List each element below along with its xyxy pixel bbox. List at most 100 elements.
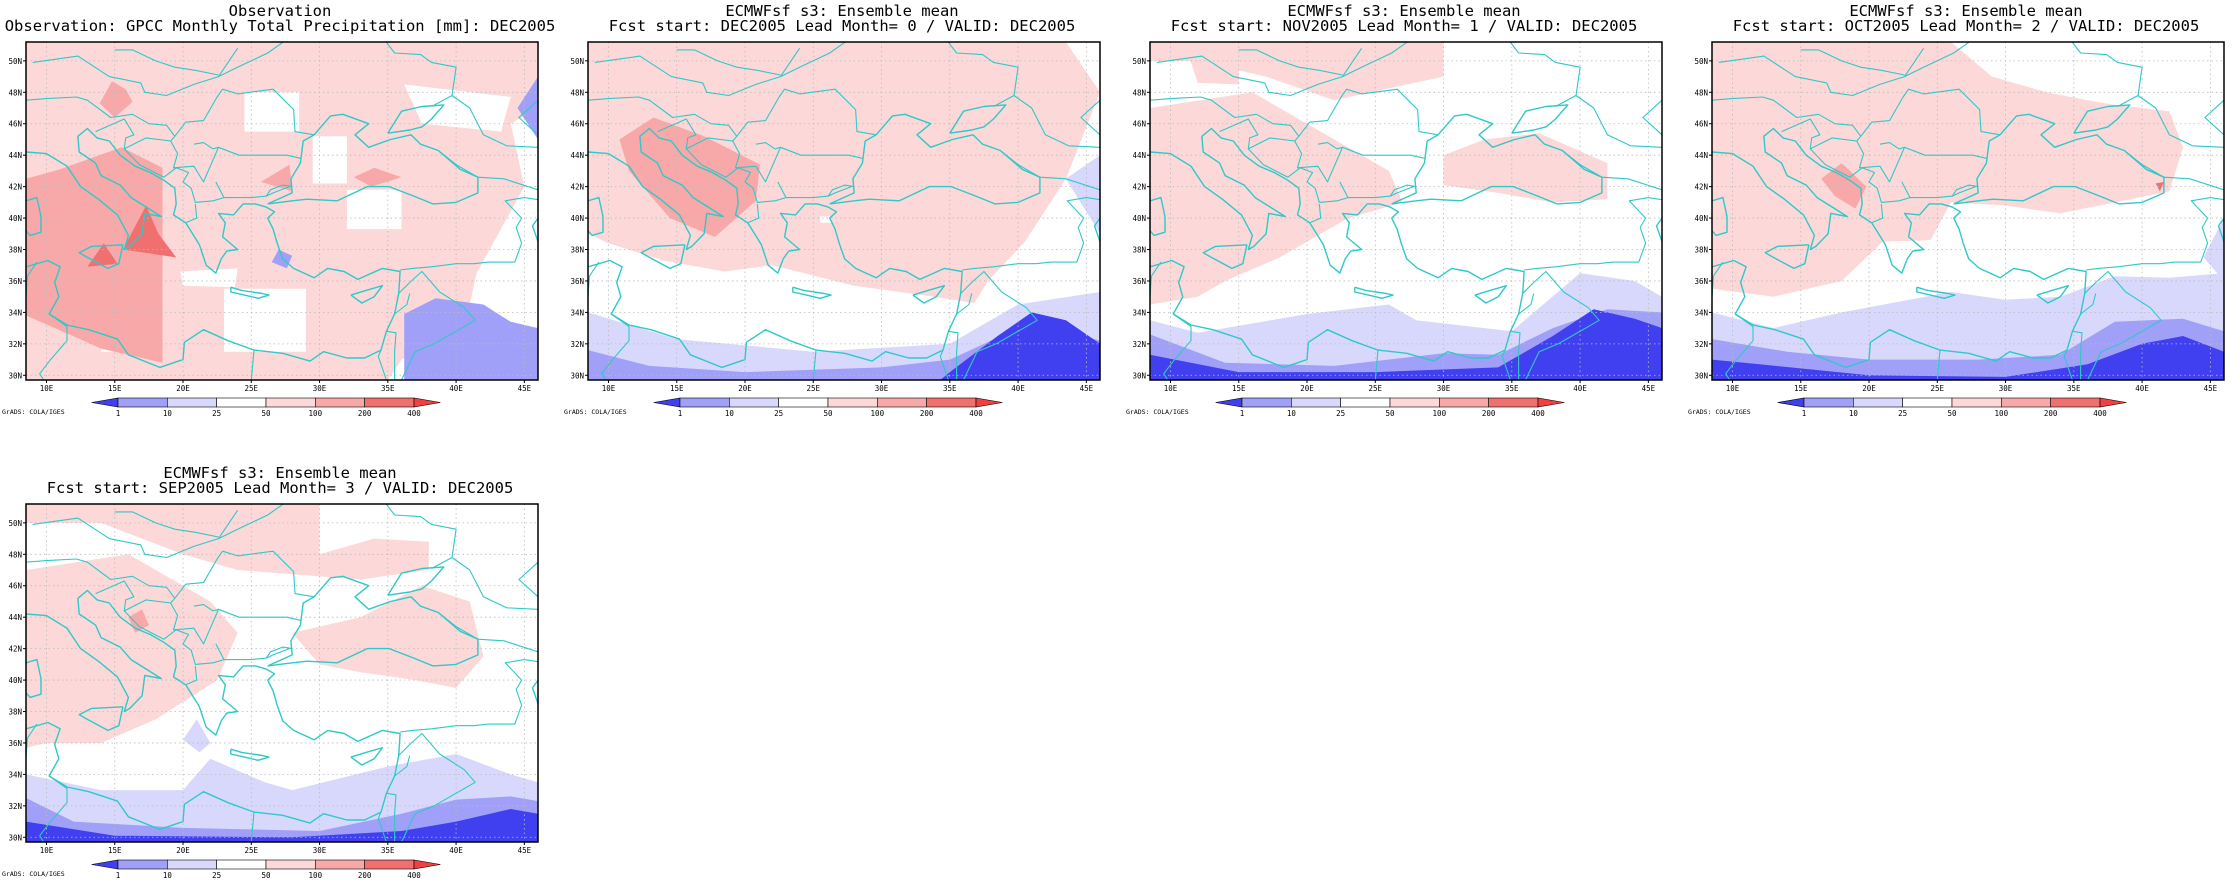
coastline [387, 104, 445, 134]
colorbar-label: 1 [678, 409, 683, 418]
country-border [601, 313, 630, 380]
lat-tick-label: 48N [8, 550, 22, 559]
country-border [1509, 42, 1581, 107]
colorbar-segment [364, 397, 415, 408]
precip-contour [1184, 42, 1239, 85]
country-border [400, 640, 538, 733]
precip-contour [1712, 336, 2224, 380]
precip-contour [1712, 42, 2183, 297]
colorbar-segment [2050, 397, 2101, 408]
coastline [1099, 178, 1100, 180]
country-border [1781, 118, 1862, 150]
country-border [114, 49, 219, 76]
precip-contour [26, 147, 163, 363]
colorbar-segment [877, 397, 927, 408]
country-border [1561, 150, 1662, 191]
colorbar-low-arrow [1777, 397, 1805, 408]
coastline [1391, 113, 1603, 205]
coastline [26, 658, 42, 699]
colorbar-low-arrow [653, 397, 681, 408]
country-border [2086, 178, 2224, 271]
lat-tick-label: 44N [8, 151, 22, 160]
country-border [1294, 140, 1344, 183]
lon-tick-label: 40E [1011, 384, 1025, 393]
country-border [1348, 184, 1417, 199]
precip-contour [312, 136, 347, 184]
colorbar-label: 1 [116, 871, 121, 880]
lat-tick-label: 30N [1132, 371, 1146, 380]
country-border [1876, 181, 1911, 203]
precip-contour [26, 504, 429, 580]
coastline [1202, 244, 1248, 270]
colorbar-label: 400 [969, 409, 983, 418]
precip-contour [1150, 92, 1403, 305]
coastline [1764, 244, 1810, 270]
country-border [1080, 99, 1100, 136]
colorbar-segment [1488, 397, 1539, 408]
lon-tick-label: 25E [807, 384, 821, 393]
lat-tick-label: 40N [1132, 214, 1146, 223]
lon-tick-label: 20E [176, 384, 190, 393]
colorbar-low-arrow [91, 859, 119, 870]
lat-tick-label: 50N [1132, 57, 1146, 66]
lon-tick-label: 20E [176, 846, 190, 855]
country-border [1390, 186, 1414, 197]
colorbar-high-arrow [975, 397, 1003, 408]
coastline [1150, 196, 1166, 237]
country-border [190, 181, 225, 203]
coastline [537, 640, 538, 642]
lat-tick-label: 42N [570, 183, 584, 192]
colorbar-segment [1439, 397, 1489, 408]
lat-tick-label: 48N [1694, 88, 1708, 97]
colorbar-segment [827, 397, 878, 408]
coastline [537, 178, 538, 180]
lat-tick-label: 32N [1132, 340, 1146, 349]
colorbar-segment [315, 397, 365, 408]
precip-contour [2203, 218, 2224, 281]
coastline [2223, 178, 2224, 180]
precip-contour [346, 189, 402, 230]
precip-contour [260, 164, 293, 192]
country-border [1712, 96, 1819, 119]
precip-contour [820, 216, 831, 223]
lat-tick-label: 38N [1132, 246, 1146, 255]
colorbar-high-arrow [2099, 397, 2127, 408]
country-border [1510, 330, 1521, 380]
coastlines [26, 42, 538, 380]
lon-tick-label: 30E [875, 384, 889, 393]
country-border [114, 511, 219, 538]
country-border [752, 181, 787, 203]
country-border [394, 755, 411, 777]
country-border [948, 330, 959, 380]
lat-tick-label: 36N [570, 277, 584, 286]
coastline [350, 747, 384, 766]
grads-credit: GrADS: COLA/IGES [564, 408, 627, 416]
lon-tick-label: 35E [1505, 384, 1519, 393]
colorbar-label: 200 [920, 409, 934, 418]
country-border [190, 643, 225, 665]
coastline [829, 113, 1041, 205]
coastlines [1712, 42, 2224, 380]
lon-tick-label: 35E [381, 384, 395, 393]
lat-tick-label: 44N [1132, 151, 1146, 160]
lat-tick-label: 30N [8, 833, 22, 842]
country-border [132, 550, 315, 599]
colorbar-segment [265, 859, 316, 870]
colorbar-label: 25 [212, 409, 221, 418]
coastline [26, 589, 401, 831]
country-border [1642, 99, 1662, 136]
lat-tick-label: 34N [570, 308, 584, 317]
country-border [2063, 349, 2073, 380]
country-border [377, 349, 387, 380]
country-border [2204, 99, 2224, 136]
lat-tick-label: 34N [1694, 308, 1708, 317]
lat-tick-label: 46N [8, 582, 22, 591]
coastline [1953, 113, 2165, 205]
lon-tick-label: 30E [313, 384, 327, 393]
coastline [2073, 104, 2131, 134]
lon-tick-label: 40E [449, 846, 463, 855]
coastline [1655, 217, 1662, 242]
country-border [224, 646, 293, 661]
